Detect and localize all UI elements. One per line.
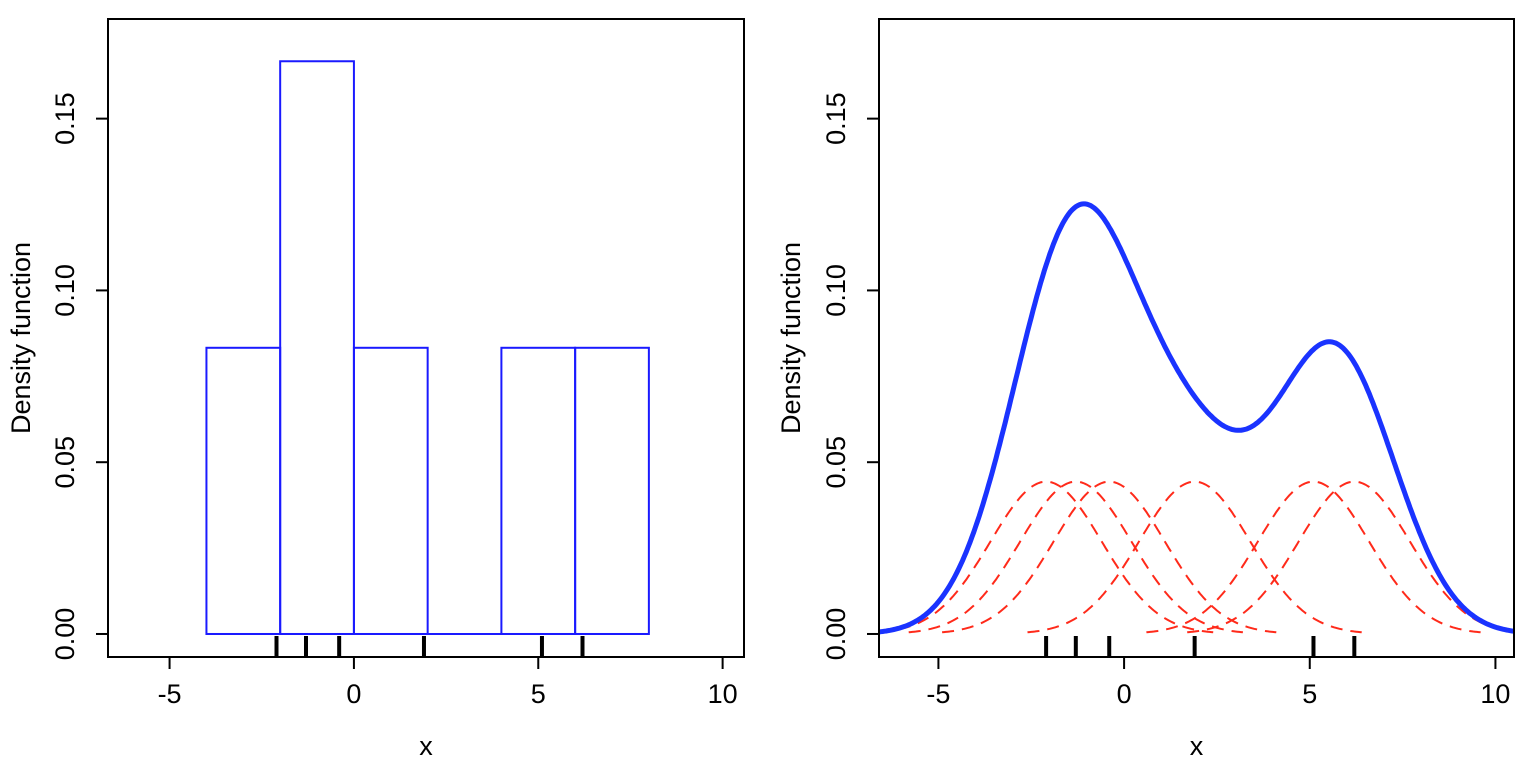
y-axis-title: Density function — [6, 242, 36, 434]
histogram-bar — [352, 346, 429, 635]
histogram-bar — [500, 346, 577, 635]
x-tick-label: 0 — [346, 679, 361, 709]
kernel-curve — [1146, 480, 1481, 634]
x-tick-label: -5 — [158, 679, 182, 709]
y-tick-label: 0.15 — [821, 92, 851, 145]
y-tick-label: 0.00 — [50, 608, 80, 661]
y-tick-label: 0.05 — [821, 436, 851, 489]
kernel-curve — [908, 480, 1244, 634]
plot-area — [205, 60, 650, 635]
kernel-curve — [879, 480, 1214, 634]
x-tick-label: -5 — [926, 679, 950, 709]
y-tick-label: 0.10 — [821, 264, 851, 317]
x-axis-title: x — [1190, 731, 1204, 761]
y-axis-title: Density function — [776, 242, 806, 434]
plot-frame — [878, 18, 1515, 658]
y-tick-label: 0.00 — [821, 608, 851, 661]
y-tick-label: 0.10 — [50, 264, 80, 317]
histogram-panel: -5 0 5 10 0.00 0.05 0.10 0.15 x Density function — [6, 18, 745, 761]
x-axis-title: x — [419, 731, 433, 761]
kde-panel: -5 0 5 10 0.00 0.05 0.10 0.15 x Density function — [776, 18, 1515, 761]
kernel-curve — [1187, 480, 1514, 634]
x-tick-label: 10 — [708, 679, 738, 709]
x-tick-label: 5 — [531, 679, 546, 709]
histogram-bar — [574, 346, 650, 635]
kernel-curve — [1027, 480, 1362, 634]
plot-frame — [107, 18, 745, 658]
histogram-bar — [205, 346, 282, 635]
x-tick-label: 5 — [1302, 679, 1317, 709]
y-tick-label: 0.15 — [50, 92, 80, 145]
kde-curve — [879, 201, 1514, 635]
histogram-bar — [279, 60, 355, 635]
y-tick-label: 0.05 — [50, 436, 80, 489]
x-tick-label: 10 — [1480, 679, 1510, 709]
kernel-curve — [941, 480, 1277, 634]
plot-area — [879, 201, 1514, 635]
x-tick-label: 0 — [1117, 679, 1132, 709]
